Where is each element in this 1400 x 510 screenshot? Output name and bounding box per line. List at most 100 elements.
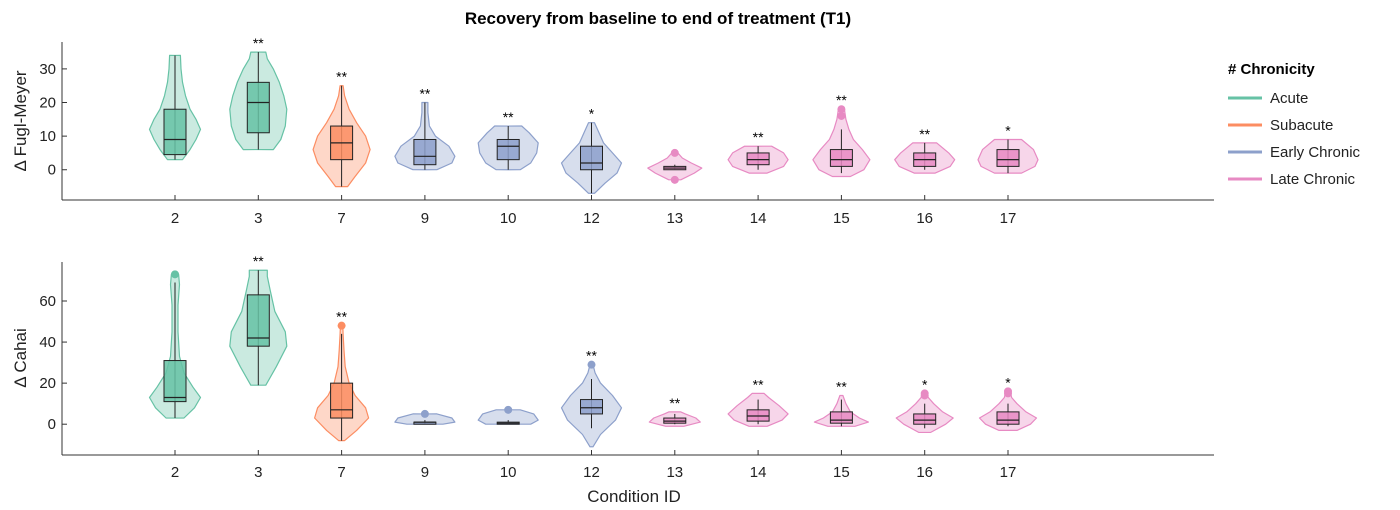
significance-marker: ** bbox=[253, 253, 264, 269]
x-tick-label: 3 bbox=[254, 210, 262, 227]
x-tick-label: 3 bbox=[254, 464, 262, 481]
iqr-box bbox=[246, 294, 270, 347]
x-tick-label: 13 bbox=[666, 210, 683, 227]
y-axis-label: Δ Cahai bbox=[11, 328, 30, 388]
significance-marker: ** bbox=[836, 378, 847, 394]
x-tick-label: 2 bbox=[171, 210, 179, 227]
significance-marker: ** bbox=[253, 35, 264, 51]
violin-group-17: * bbox=[978, 374, 1038, 431]
violin-group-3: ** bbox=[229, 35, 288, 151]
x-tick-label: 15 bbox=[833, 210, 850, 227]
significance-marker: ** bbox=[836, 92, 847, 108]
x-tick-label: 12 bbox=[583, 464, 600, 481]
iqr-box bbox=[580, 145, 603, 171]
outlier-point bbox=[920, 389, 929, 398]
significance-marker: ** bbox=[753, 376, 764, 392]
significance-marker: ** bbox=[669, 395, 680, 411]
outlier-point bbox=[670, 148, 679, 157]
violin-group-2 bbox=[148, 270, 202, 419]
outlier-point bbox=[171, 270, 179, 279]
x-tick-label: 9 bbox=[421, 464, 429, 481]
significance-marker: * bbox=[589, 106, 595, 122]
iqr-box bbox=[330, 382, 354, 419]
iqr-box bbox=[580, 399, 603, 415]
iqr-box bbox=[163, 360, 187, 403]
x-tick-label: 7 bbox=[337, 210, 345, 227]
x-tick-label: 13 bbox=[666, 464, 683, 481]
violin-group-10 bbox=[477, 405, 539, 425]
outlier-point bbox=[670, 175, 679, 184]
violin-group-10: ** bbox=[477, 109, 539, 171]
violin-group-7: ** bbox=[312, 69, 371, 188]
chart-title: Recovery from baseline to end of treatme… bbox=[465, 9, 851, 28]
violin-group-3: ** bbox=[229, 253, 288, 386]
violin-group-16: ** bbox=[894, 126, 956, 174]
y-tick-label: 20 bbox=[39, 375, 56, 392]
iqr-box bbox=[746, 152, 770, 166]
y-tick-label: 0 bbox=[48, 416, 56, 433]
violin-group-14: ** bbox=[727, 129, 789, 174]
violin-group-14: ** bbox=[727, 376, 789, 427]
violin-group-15: ** bbox=[813, 378, 869, 427]
legend-entry-label: Early Chronic bbox=[1270, 144, 1361, 161]
iqr-box bbox=[829, 149, 853, 167]
x-tick-label: 17 bbox=[1000, 210, 1017, 227]
iqr-box bbox=[496, 138, 520, 161]
outlier-point bbox=[337, 321, 346, 330]
violin-group-7: ** bbox=[314, 309, 370, 442]
legend: # Chronicity Acute Subacute Early Chronic L… bbox=[1228, 61, 1361, 188]
significance-marker: * bbox=[1005, 122, 1011, 138]
significance-marker: ** bbox=[336, 309, 347, 325]
iqr-box bbox=[246, 81, 270, 134]
significance-marker: ** bbox=[753, 129, 764, 145]
legend-entry-label: Acute bbox=[1270, 90, 1308, 107]
outlier-point bbox=[1004, 387, 1012, 396]
x-tick-label: 17 bbox=[1000, 464, 1017, 481]
x-axis-label: Condition ID bbox=[587, 487, 681, 506]
significance-marker: ** bbox=[419, 86, 430, 102]
x-tick-label: 10 bbox=[500, 464, 517, 481]
violin-group-13 bbox=[647, 148, 703, 184]
y-tick-label: 40 bbox=[39, 334, 56, 351]
x-tick-label: 12 bbox=[583, 210, 600, 227]
legend-entry-label: Subacute bbox=[1270, 117, 1333, 134]
outlier-point bbox=[420, 409, 429, 418]
x-tick-label: 2 bbox=[171, 464, 179, 481]
iqr-box bbox=[913, 413, 937, 425]
y-tick-label: 20 bbox=[39, 95, 56, 112]
legend-title: # Chronicity bbox=[1228, 61, 1315, 78]
significance-marker: ** bbox=[586, 348, 597, 364]
outlier-point bbox=[837, 111, 846, 120]
x-tick-label: 14 bbox=[750, 464, 767, 481]
outlier-point bbox=[587, 360, 596, 369]
violin-group-15: ** bbox=[812, 92, 871, 178]
x-tick-label: 14 bbox=[750, 210, 767, 227]
y-tick-label: 10 bbox=[39, 128, 56, 145]
violin-group-12: ** bbox=[560, 348, 623, 448]
iqr-box bbox=[996, 149, 1020, 167]
x-tick-label: 16 bbox=[916, 464, 933, 481]
iqr-box bbox=[829, 411, 853, 424]
violin-group-9 bbox=[394, 409, 456, 425]
x-tick-label: 9 bbox=[421, 210, 429, 227]
legend-entry-label: Late Chronic bbox=[1270, 171, 1356, 188]
y-tick-label: 0 bbox=[48, 162, 56, 179]
violin-group-13: ** bbox=[648, 395, 701, 427]
significance-marker: * bbox=[922, 376, 928, 392]
x-tick-label: 10 bbox=[500, 210, 517, 227]
significance-marker: ** bbox=[503, 109, 514, 125]
y-tick-label: 60 bbox=[39, 293, 56, 310]
violin-group-12: * bbox=[560, 106, 623, 194]
x-tick-label: 15 bbox=[833, 464, 850, 481]
x-tick-label: 7 bbox=[337, 464, 345, 481]
y-axis-label: Δ Fugl-Meyer bbox=[11, 70, 30, 171]
significance-marker: * bbox=[1005, 374, 1011, 390]
outlier-point bbox=[504, 405, 513, 414]
violin-group-2 bbox=[148, 54, 202, 161]
iqr-box bbox=[996, 411, 1020, 425]
violin-group-17: * bbox=[977, 122, 1039, 174]
outlier-point bbox=[837, 105, 846, 114]
